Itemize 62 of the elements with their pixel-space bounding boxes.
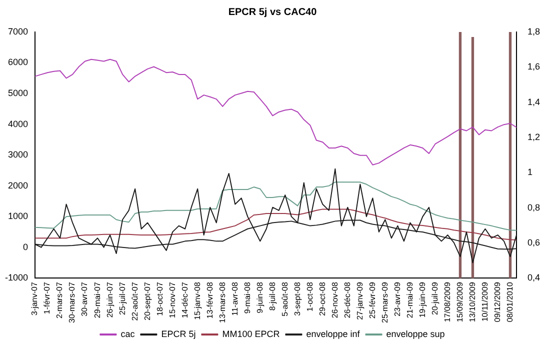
x-tick-label: 10/11/2009 <box>480 282 490 322</box>
x-tick-label: 9-mai-08 <box>242 282 252 314</box>
x-tick-label: 26-juin-07 <box>105 282 114 318</box>
y2-tick-label: 1,6 <box>527 62 540 72</box>
y2-tick-label: 0,4 <box>527 272 540 283</box>
x-tick-label: 25-juil-07 <box>118 282 127 316</box>
y-tick-label: 6000 <box>8 57 28 68</box>
y2-tick-label: 1,8 <box>527 26 540 36</box>
x-tick-label: 20-juil-09 <box>430 282 440 316</box>
chart-title: EPCR 5j vs CAC40 <box>228 6 318 18</box>
y2-tick-label: 0,6 <box>527 237 540 248</box>
legend-label: enveloppe sup <box>386 328 445 339</box>
x-tick-label: 14-déc-07 <box>180 282 190 318</box>
x-tick-label: 27-janv-09 <box>355 282 364 320</box>
x-tick-label: 11-avr-08 <box>230 282 240 316</box>
x-tick-label: 2-mars-07 <box>55 282 64 319</box>
y-tick-label: -1000 <box>4 272 28 283</box>
x-tick-label: 08/01/2010 <box>505 282 514 322</box>
x-tick-label: 23-avr-09 <box>392 282 402 316</box>
x-tick-label: 20-sept-07 <box>142 282 152 320</box>
y2-tick-label: 1 <box>527 167 533 178</box>
x-tick-label: 25-mars-09 <box>380 282 390 324</box>
x-tick-label: 19-juin-09 <box>418 282 427 318</box>
x-tick-label: 8-juil-08 <box>268 282 277 311</box>
y2-tick-label: 1,2 <box>527 132 540 142</box>
x-tick-label: 29-oct-08 <box>318 282 327 316</box>
legend-label: EPCR 5j <box>161 328 196 339</box>
x-tick-label: 17/08/2009 <box>442 282 452 322</box>
x-tick-label: 21-mai-09 <box>405 282 414 318</box>
x-tick-label: 30-avr-07 <box>80 282 90 316</box>
y2-tick-label: 0,8 <box>527 202 540 212</box>
x-tick-label: 13/10/2009 <box>468 282 477 322</box>
legend-label: cac <box>120 328 136 339</box>
x-tick-label: 25-févr-09 <box>368 282 377 319</box>
x-tick-label: 13-mars-08 <box>218 282 227 324</box>
x-tick-label: 18-oct-07 <box>155 282 164 316</box>
x-tick-label: 13-févr-08 <box>205 282 214 319</box>
y-tick-label: 1000 <box>8 211 28 222</box>
x-tick-label: 26-déc-08 <box>342 282 352 318</box>
y-tick-label: 0 <box>23 242 28 252</box>
x-tick-label: 15-nov-07 <box>168 282 177 318</box>
x-tick-label: 15/09/2009 <box>455 282 464 322</box>
legend-label: enveloppe inf <box>306 328 360 339</box>
x-tick-label: 29-mai-07 <box>92 282 102 318</box>
x-tick-label: 3-sept-08 <box>292 282 302 316</box>
x-tick-label: 22-août-07 <box>130 282 140 321</box>
y2-tick-label: 1,4 <box>527 96 540 107</box>
x-tick-label: 5-août-08 <box>280 282 290 316</box>
legend-label: MM100 EPCR <box>222 328 280 339</box>
x-tick-label: 1-oct-08 <box>305 282 314 312</box>
x-tick-label: 30-mars-07 <box>68 282 77 324</box>
y-tick-label: 2000 <box>8 180 28 190</box>
y-tick-label: 4000 <box>8 118 28 129</box>
y-tick-label: 5000 <box>8 88 28 98</box>
x-tick-label: 9-juin-08 <box>255 282 264 314</box>
y-tick-label: 7000 <box>8 26 28 36</box>
x-tick-label: 26-nov-08 <box>330 282 340 318</box>
x-tick-label: 15-janv-08 <box>192 282 202 320</box>
x-tick-label: 3-janv-07 <box>30 282 40 316</box>
y-tick-label: 3000 <box>8 150 28 160</box>
x-tick-label: 09/12/2009 <box>492 282 502 322</box>
x-tick-label: 1-févr-07 <box>42 282 52 314</box>
